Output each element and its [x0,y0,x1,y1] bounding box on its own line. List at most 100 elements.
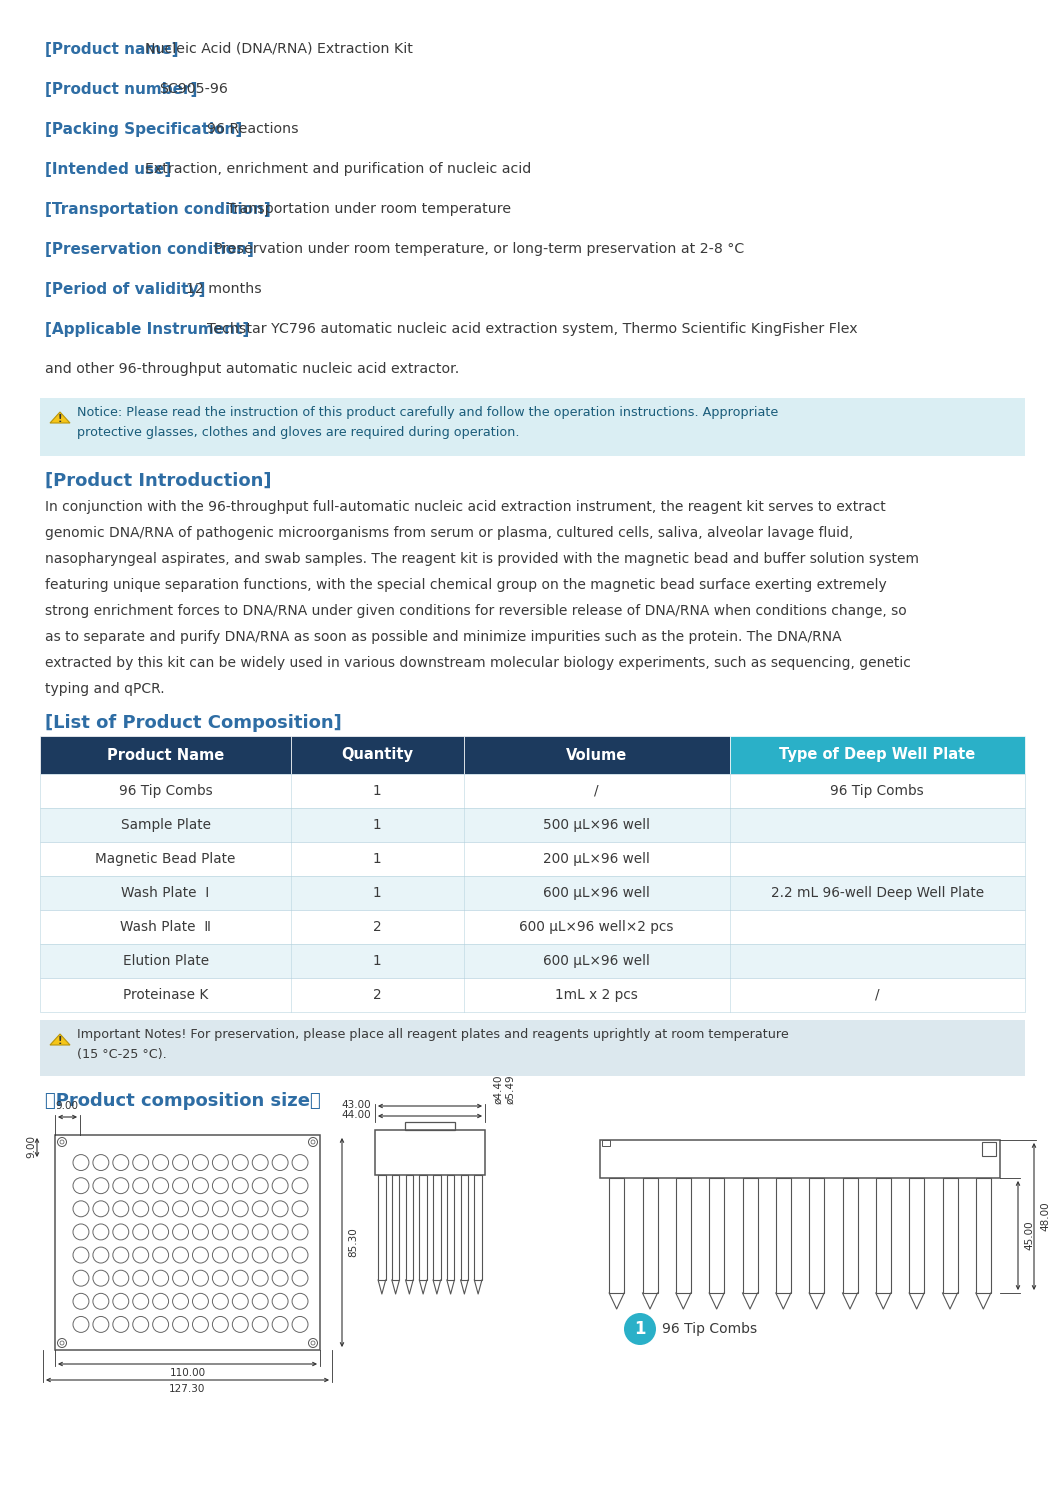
Bar [600,1140,1000,1179]
Text: and other 96-throughput automatic nucleic acid extractor.: and other 96-throughput automatic nuclei… [45,362,459,375]
Text: !: ! [57,414,63,425]
Text: Magnetic Bead Plate: Magnetic Bead Plate [95,852,235,866]
Text: SC905-96: SC905-96 [159,82,228,95]
Text: Sample Plate: Sample Plate [121,818,211,831]
Text: 600 μL×96 well: 600 μL×96 well [543,954,650,968]
Text: Notice: Please read the instruction of this product carefully and follow the ope: Notice: Please read the instruction of t… [77,405,778,419]
Text: Proteinase K: Proteinase K [123,988,208,1001]
Bar [420,1176,427,1280]
Text: 9.00: 9.00 [55,1101,78,1112]
Text: extracted by this kit can be widely used in various downstream molecular biology: extracted by this kit can be widely used… [45,656,911,670]
Bar [676,1179,691,1293]
Text: ø4.40: ø4.40 [493,1074,504,1104]
Bar [909,1179,924,1293]
Bar [942,1179,957,1293]
Bar [602,1140,609,1146]
Text: [Preservation condition]: [Preservation condition] [45,241,254,256]
Text: 2: 2 [373,919,382,934]
Bar [375,1129,485,1176]
FancyBboxPatch shape [40,398,1025,456]
Text: 44.00: 44.00 [341,1110,371,1120]
Text: 【Product composition size】: 【Product composition size】 [45,1092,321,1110]
Text: protective glasses, clothes and gloves are required during operation.: protective glasses, clothes and gloves a… [77,426,519,440]
Text: 48.00: 48.00 [1040,1202,1050,1231]
Text: [Applicable Instrument]: [Applicable Instrument] [45,322,249,337]
Text: 96 Tip Combs: 96 Tip Combs [830,784,924,799]
Text: [Transportation condition]: [Transportation condition] [45,203,270,218]
Text: Preservation under room temperature, or long-term preservation at 2-8 °C: Preservation under room temperature, or … [214,241,744,256]
Text: [List of Product Composition]: [List of Product Composition] [45,714,341,732]
Text: strong enrichment forces to DNA/RNA under given conditions for reversible releas: strong enrichment forces to DNA/RNA unde… [45,603,906,618]
Bar [40,977,1025,1012]
Text: [Product number]: [Product number] [45,82,197,97]
Text: 600 μL×96 well: 600 μL×96 well [543,887,650,900]
Text: Important Notes! For preservation, please place all reagent plates and reagents : Important Notes! For preservation, pleas… [77,1028,789,1042]
Text: as to separate and purify DNA/RNA as soon as possible and minimize impurities su: as to separate and purify DNA/RNA as soo… [45,630,842,644]
Text: 600 μL×96 well×2 pcs: 600 μL×96 well×2 pcs [519,919,674,934]
Text: 200 μL×96 well: 200 μL×96 well [543,852,650,866]
Bar [729,736,1025,773]
Bar [642,1179,657,1293]
Text: [Intended use]: [Intended use] [45,162,172,177]
Text: [Product Introduction]: [Product Introduction] [45,472,271,490]
Text: 96 Reactions: 96 Reactions [207,122,299,136]
Text: [Packing Specification]: [Packing Specification] [45,122,243,137]
Text: 96 Tip Combs: 96 Tip Combs [119,784,212,799]
Bar [292,736,463,773]
Text: Product Name: Product Name [107,748,225,763]
Text: 1: 1 [373,887,382,900]
Polygon shape [50,1034,70,1044]
Bar [709,1179,724,1293]
Text: (15 °C-25 °C).: (15 °C-25 °C). [77,1047,166,1061]
Bar [434,1176,441,1280]
Text: 2: 2 [373,988,382,1001]
Bar [776,1179,791,1293]
Text: 1: 1 [373,954,382,968]
Text: featuring unique separation functions, with the special chemical group on the ma: featuring unique separation functions, w… [45,578,887,592]
Text: 9.00: 9.00 [26,1135,36,1159]
Text: Extraction, enrichment and purification of nucleic acid: Extraction, enrichment and purification … [145,162,532,176]
Text: [Period of validity]: [Period of validity] [45,282,206,297]
Bar [876,1179,890,1293]
Text: 500 μL×96 well: 500 μL×96 well [543,818,650,831]
Text: 110.00: 110.00 [170,1368,206,1378]
Text: 1: 1 [373,818,382,831]
Bar [405,1122,455,1129]
Text: Transportation under room temperature: Transportation under room temperature [227,203,511,216]
Bar [392,1176,400,1280]
Text: 127.30: 127.30 [170,1384,206,1395]
Bar [742,1179,758,1293]
Text: In conjunction with the 96-throughput full-automatic nucleic acid extraction ins: In conjunction with the 96-throughput fu… [45,501,886,514]
Bar [474,1176,482,1280]
Text: 1: 1 [373,852,382,866]
Text: 85.30: 85.30 [348,1228,358,1258]
Text: /: / [874,988,880,1001]
Bar [610,1179,624,1293]
Bar [447,1176,455,1280]
Bar [40,842,1025,876]
Text: [Product name]: [Product name] [45,42,178,57]
Text: typing and qPCR.: typing and qPCR. [45,682,164,696]
FancyBboxPatch shape [40,1021,1025,1076]
Bar [40,945,1025,977]
Text: Volume: Volume [566,748,628,763]
Text: nasopharyngeal aspirates, and swab samples. The reagent kit is provided with the: nasopharyngeal aspirates, and swab sampl… [45,551,919,566]
Text: Techstar YC796 automatic nucleic acid extraction system, Thermo Scientific KingF: Techstar YC796 automatic nucleic acid ex… [207,322,858,337]
Bar [40,773,1025,808]
Bar [40,876,1025,910]
Text: 1: 1 [634,1320,646,1338]
Text: genomic DNA/RNA of pathogenic microorganisms from serum or plasma, cultured cell: genomic DNA/RNA of pathogenic microorgan… [45,526,853,539]
Text: 1: 1 [373,784,382,799]
Text: 2.2 mL 96-well Deep Well Plate: 2.2 mL 96-well Deep Well Plate [771,887,984,900]
Bar [40,910,1025,945]
Text: Wash Plate  Ⅱ: Wash Plate Ⅱ [120,919,211,934]
Text: /: / [595,784,599,799]
Text: ø5.49: ø5.49 [505,1074,515,1104]
Text: 45.00: 45.00 [1024,1220,1034,1250]
Bar [461,1176,469,1280]
Text: 43.00: 43.00 [341,1100,371,1110]
Bar [55,1135,320,1350]
Polygon shape [50,413,70,423]
Bar [40,808,1025,842]
Text: !: ! [57,1036,63,1046]
